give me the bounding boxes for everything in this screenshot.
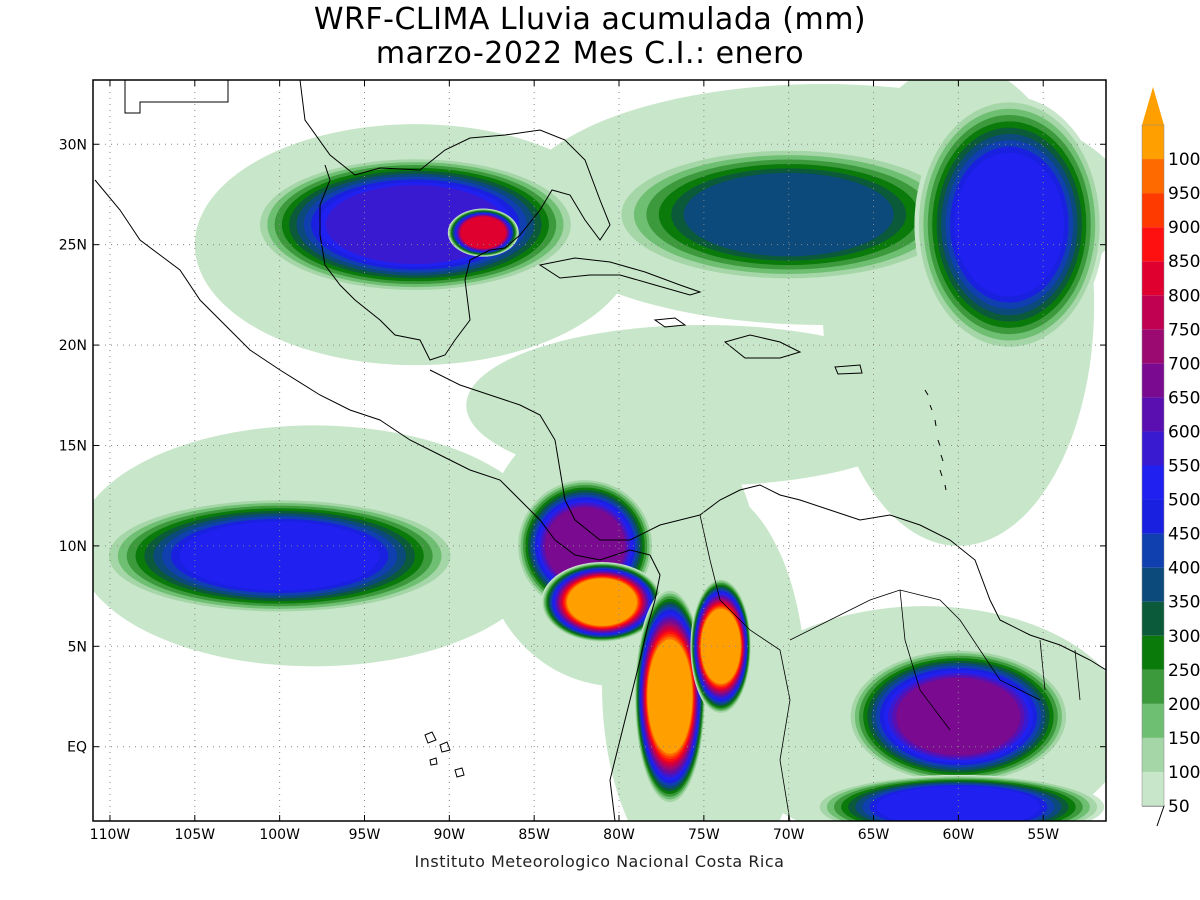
colorbar-swatch: [1142, 499, 1164, 534]
coastline-jamaica: [653, 317, 687, 328]
colorbar-swatch: [1142, 635, 1164, 670]
colorbar-swatch: [1142, 363, 1164, 398]
lon-tick-label: 85W: [518, 827, 550, 843]
lon-tick-label: 95W: [349, 827, 381, 843]
colorbar-label: 650: [1168, 388, 1200, 408]
lon-tick-label: 75W: [688, 827, 720, 843]
colorbar-upper-arrow: [1142, 87, 1164, 125]
lat-tick-label: EQ: [67, 740, 87, 756]
coastline-mexico-gulf: [124, 80, 611, 361]
lon-tick-label: 90W: [433, 827, 465, 843]
rain-feature-gulf-of-mexico-core: [447, 208, 519, 257]
coastline-south-america-pacific: [609, 554, 661, 821]
lon-tick-label: 110W: [90, 827, 131, 843]
colorbar-swatch: [1142, 703, 1164, 738]
colorbar-swatch: [1142, 227, 1164, 262]
colorbar-swatch: [1142, 431, 1164, 466]
colorbar-swatch: [1142, 295, 1164, 330]
colorbar-label: 300: [1168, 627, 1200, 647]
colorbar-swatch: [1142, 261, 1164, 296]
coastline-cuba: [538, 257, 702, 296]
coastline-puerto-rico: [834, 364, 863, 375]
colorbar-label: 500: [1168, 491, 1200, 511]
colorbar-swatch: [1142, 159, 1164, 194]
colorbar-label: 600: [1168, 422, 1200, 442]
colorbar-swatch: [1142, 567, 1164, 602]
lon-tick-label: 105W: [175, 827, 216, 843]
colorbar-lower-end: [1142, 805, 1165, 827]
colorbar-swatch: [1142, 329, 1164, 364]
lon-tick-label: 100W: [259, 827, 300, 843]
rain-area-light: [466, 324, 942, 486]
colorbar-label: 400: [1168, 559, 1200, 579]
coastline-hispaniola: [723, 334, 802, 359]
lat-tick-label: 10N: [59, 539, 87, 555]
map-frame: [92, 79, 1107, 822]
map-title-line1: WRF-CLIMA Lluvia acumulada (mm): [313, 2, 867, 37]
lat-tick-label: 5N: [68, 639, 87, 655]
colorbar-label: 450: [1168, 525, 1200, 545]
rain-feature-gulf-of-mexico-band: [252, 156, 579, 293]
borders-south-america: [699, 514, 1081, 821]
colorbar-label: 250: [1168, 661, 1200, 681]
lon-tick-label: 55W: [1027, 827, 1059, 843]
coastlines: [94, 80, 1106, 821]
colorbar-swatch: [1142, 669, 1164, 704]
colorbar-frame: [1141, 124, 1165, 807]
map-title-line2: marzo-2022 Mes C.I.: enero: [375, 36, 805, 71]
colorbar-swatch: [1142, 125, 1164, 160]
coastline-central-america-caribbean: [429, 369, 701, 541]
colorbar-label: 350: [1168, 593, 1200, 613]
colorbar-label: 550: [1168, 457, 1200, 477]
colorbar-swatch: [1142, 737, 1164, 772]
rain-feature-colombia-andes-eastern: [690, 578, 752, 715]
lon-tick-label: 65W: [858, 827, 890, 843]
coastline-lesser-antilles: [924, 389, 947, 491]
rain-feature-eastern-pacific-itcz: [99, 497, 460, 615]
rain-feature-colombia-pacific-coast: [634, 588, 706, 805]
colorbar-label: 800: [1168, 286, 1200, 306]
rain-feature-panama-pacific-maximum: [541, 561, 663, 643]
colorbar-swatch: [1142, 771, 1164, 806]
colorbar-label: 150: [1168, 729, 1200, 749]
colorbar-label: 50: [1168, 797, 1190, 817]
lat-tick-label: 25N: [59, 238, 87, 254]
lon-tick-label: 80W: [603, 827, 635, 843]
colorbar-label: 900: [1168, 218, 1200, 238]
colorbar-label: 100: [1168, 763, 1200, 783]
colorbar-label: 750: [1168, 320, 1200, 340]
colorbar-swatch: [1142, 397, 1164, 432]
colorbar-label: 1000: [1168, 150, 1200, 170]
rain-feature-amazon-south-band: [812, 774, 1105, 821]
rain-feature-florida-atlantic-band: [609, 146, 969, 283]
lon-tick-label: 60W: [943, 827, 975, 843]
coastline-galapagos: [424, 731, 465, 778]
colorbar-swatch: [1142, 601, 1164, 636]
coastline-mexico-pacific: [94, 179, 651, 561]
lat-tick-label: 30N: [59, 137, 87, 153]
colorbar-swatch: [1142, 465, 1164, 500]
colorbar-label: 850: [1168, 252, 1200, 272]
lat-tick-label: 15N: [59, 438, 87, 454]
colorbar-label: 200: [1168, 695, 1200, 715]
colorbar-swatch: [1142, 193, 1164, 228]
colorbar-label: 950: [1168, 184, 1200, 204]
credit-text: Instituto Meteorologico Nacional Costa R…: [414, 852, 785, 871]
colorbar-swatch: [1142, 533, 1164, 568]
map-axes: 110W 105W 100W 95W 90W 85W 80W 75W 70W 65W 60W 55W 3…: [59, 80, 1106, 843]
colorbar-label: 700: [1168, 354, 1200, 374]
rain-feature-atlantic-ne-band: [914, 96, 1105, 354]
colorbar: 50 100 150 200 250 300 350 400 450 500 550 600 650 70…: [1141, 87, 1200, 827]
grid-lines: [93, 80, 1106, 821]
lon-tick-label: 70W: [773, 827, 805, 843]
lat-tick-label: 20N: [59, 338, 87, 354]
coastline-south-america-north: [699, 484, 1106, 671]
